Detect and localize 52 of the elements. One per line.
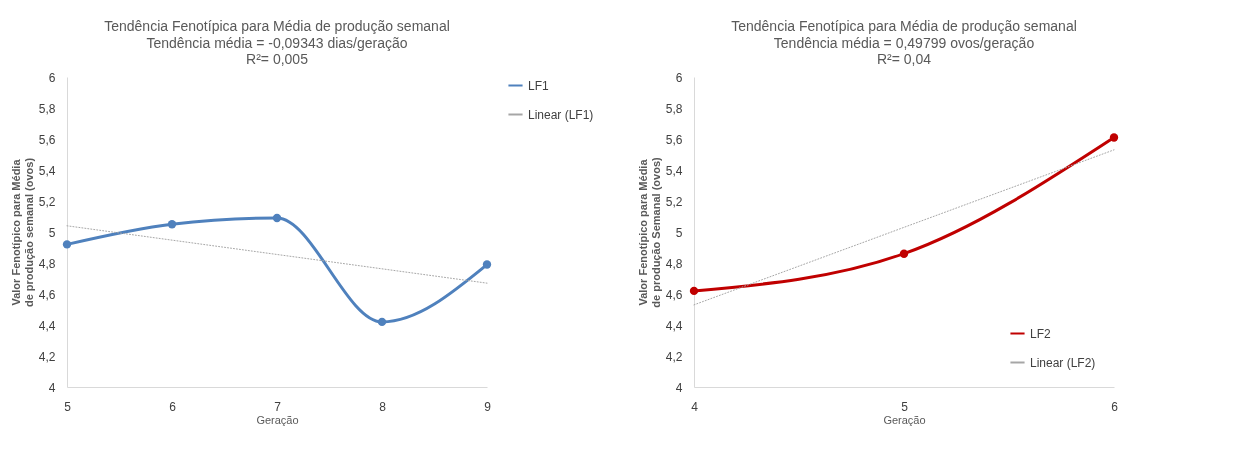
y-tick-label: 5,4 xyxy=(665,163,683,178)
y-tick-label: 5,6 xyxy=(665,132,683,147)
x-tick-label: 5 xyxy=(64,399,72,414)
point xyxy=(272,213,282,223)
point xyxy=(899,249,909,258)
x-axis-title: Geração xyxy=(256,413,299,426)
point xyxy=(62,240,72,249)
y-tick-label: 6 xyxy=(675,70,683,85)
y-tick-label: 4,2 xyxy=(38,349,56,364)
chart-title: Tendência Fenotípica para Média de produção semanal xyxy=(731,18,1077,34)
y-tick-label: 5 xyxy=(675,225,683,240)
point xyxy=(482,260,492,269)
y-tick-label: 5,8 xyxy=(38,101,56,116)
text: R²= 0,04 xyxy=(876,51,932,67)
y-tick-label: 5,6 xyxy=(38,132,56,147)
y-tick-label: 4,6 xyxy=(665,287,683,302)
y-tick-label: 5 xyxy=(48,225,56,240)
y-tick-label: 4 xyxy=(675,380,683,395)
point xyxy=(1109,133,1119,142)
x-tick-label: 5 xyxy=(901,399,909,414)
y-tick-label: 4,4 xyxy=(38,318,56,333)
point xyxy=(167,220,177,229)
legend-label: Linear (LF2) xyxy=(1030,355,1096,370)
y-tick-label: 6 xyxy=(48,70,56,85)
chart-subtitle: Tendência média = 0,49799 ovos/geração xyxy=(773,35,1035,51)
x-tick-label: 6 xyxy=(169,399,177,414)
x-tick-label: 9 xyxy=(484,399,492,414)
y-axis-title: Valor Fenotípico para Média de produção Semanal (ovos) xyxy=(636,156,662,308)
legend-label: LF2 xyxy=(1030,326,1051,341)
y-tick-label: 4,8 xyxy=(38,256,56,271)
y-tick-label: 4,8 xyxy=(665,256,683,271)
y-tick-label: 5,2 xyxy=(665,194,683,209)
text: R²= 0,005 xyxy=(246,51,309,67)
x-tick-label: 6 xyxy=(1111,399,1119,414)
x-axis-title: Geração xyxy=(883,413,926,426)
point xyxy=(377,317,387,327)
y-axis-title: Valor Fenotípico para Média de produção semanal (ovos) xyxy=(9,157,35,308)
y-tick-label: 5,4 xyxy=(38,163,56,178)
chart-title: Tendência Fenotípica para Média de produção semanal xyxy=(104,18,450,34)
x-tick-label: 7 xyxy=(274,399,282,414)
x-tick-label: 4 xyxy=(691,399,699,414)
chart-subtitle: Tendência média = -0,09343 dias/geração xyxy=(146,35,408,51)
y-tick-label: 4 xyxy=(48,380,56,395)
legend-label: Linear (LF1) xyxy=(528,107,594,122)
y-tick-label: 5,8 xyxy=(665,101,683,116)
y-tick-label: 5,2 xyxy=(38,194,56,209)
point xyxy=(689,286,699,296)
y-tick-label: 4,2 xyxy=(665,349,683,364)
y-tick-label: 4,6 xyxy=(38,287,56,302)
x-tick-label: 8 xyxy=(379,399,387,414)
y-tick-label: 4,4 xyxy=(665,318,683,333)
legend-label: LF1 xyxy=(528,78,549,93)
